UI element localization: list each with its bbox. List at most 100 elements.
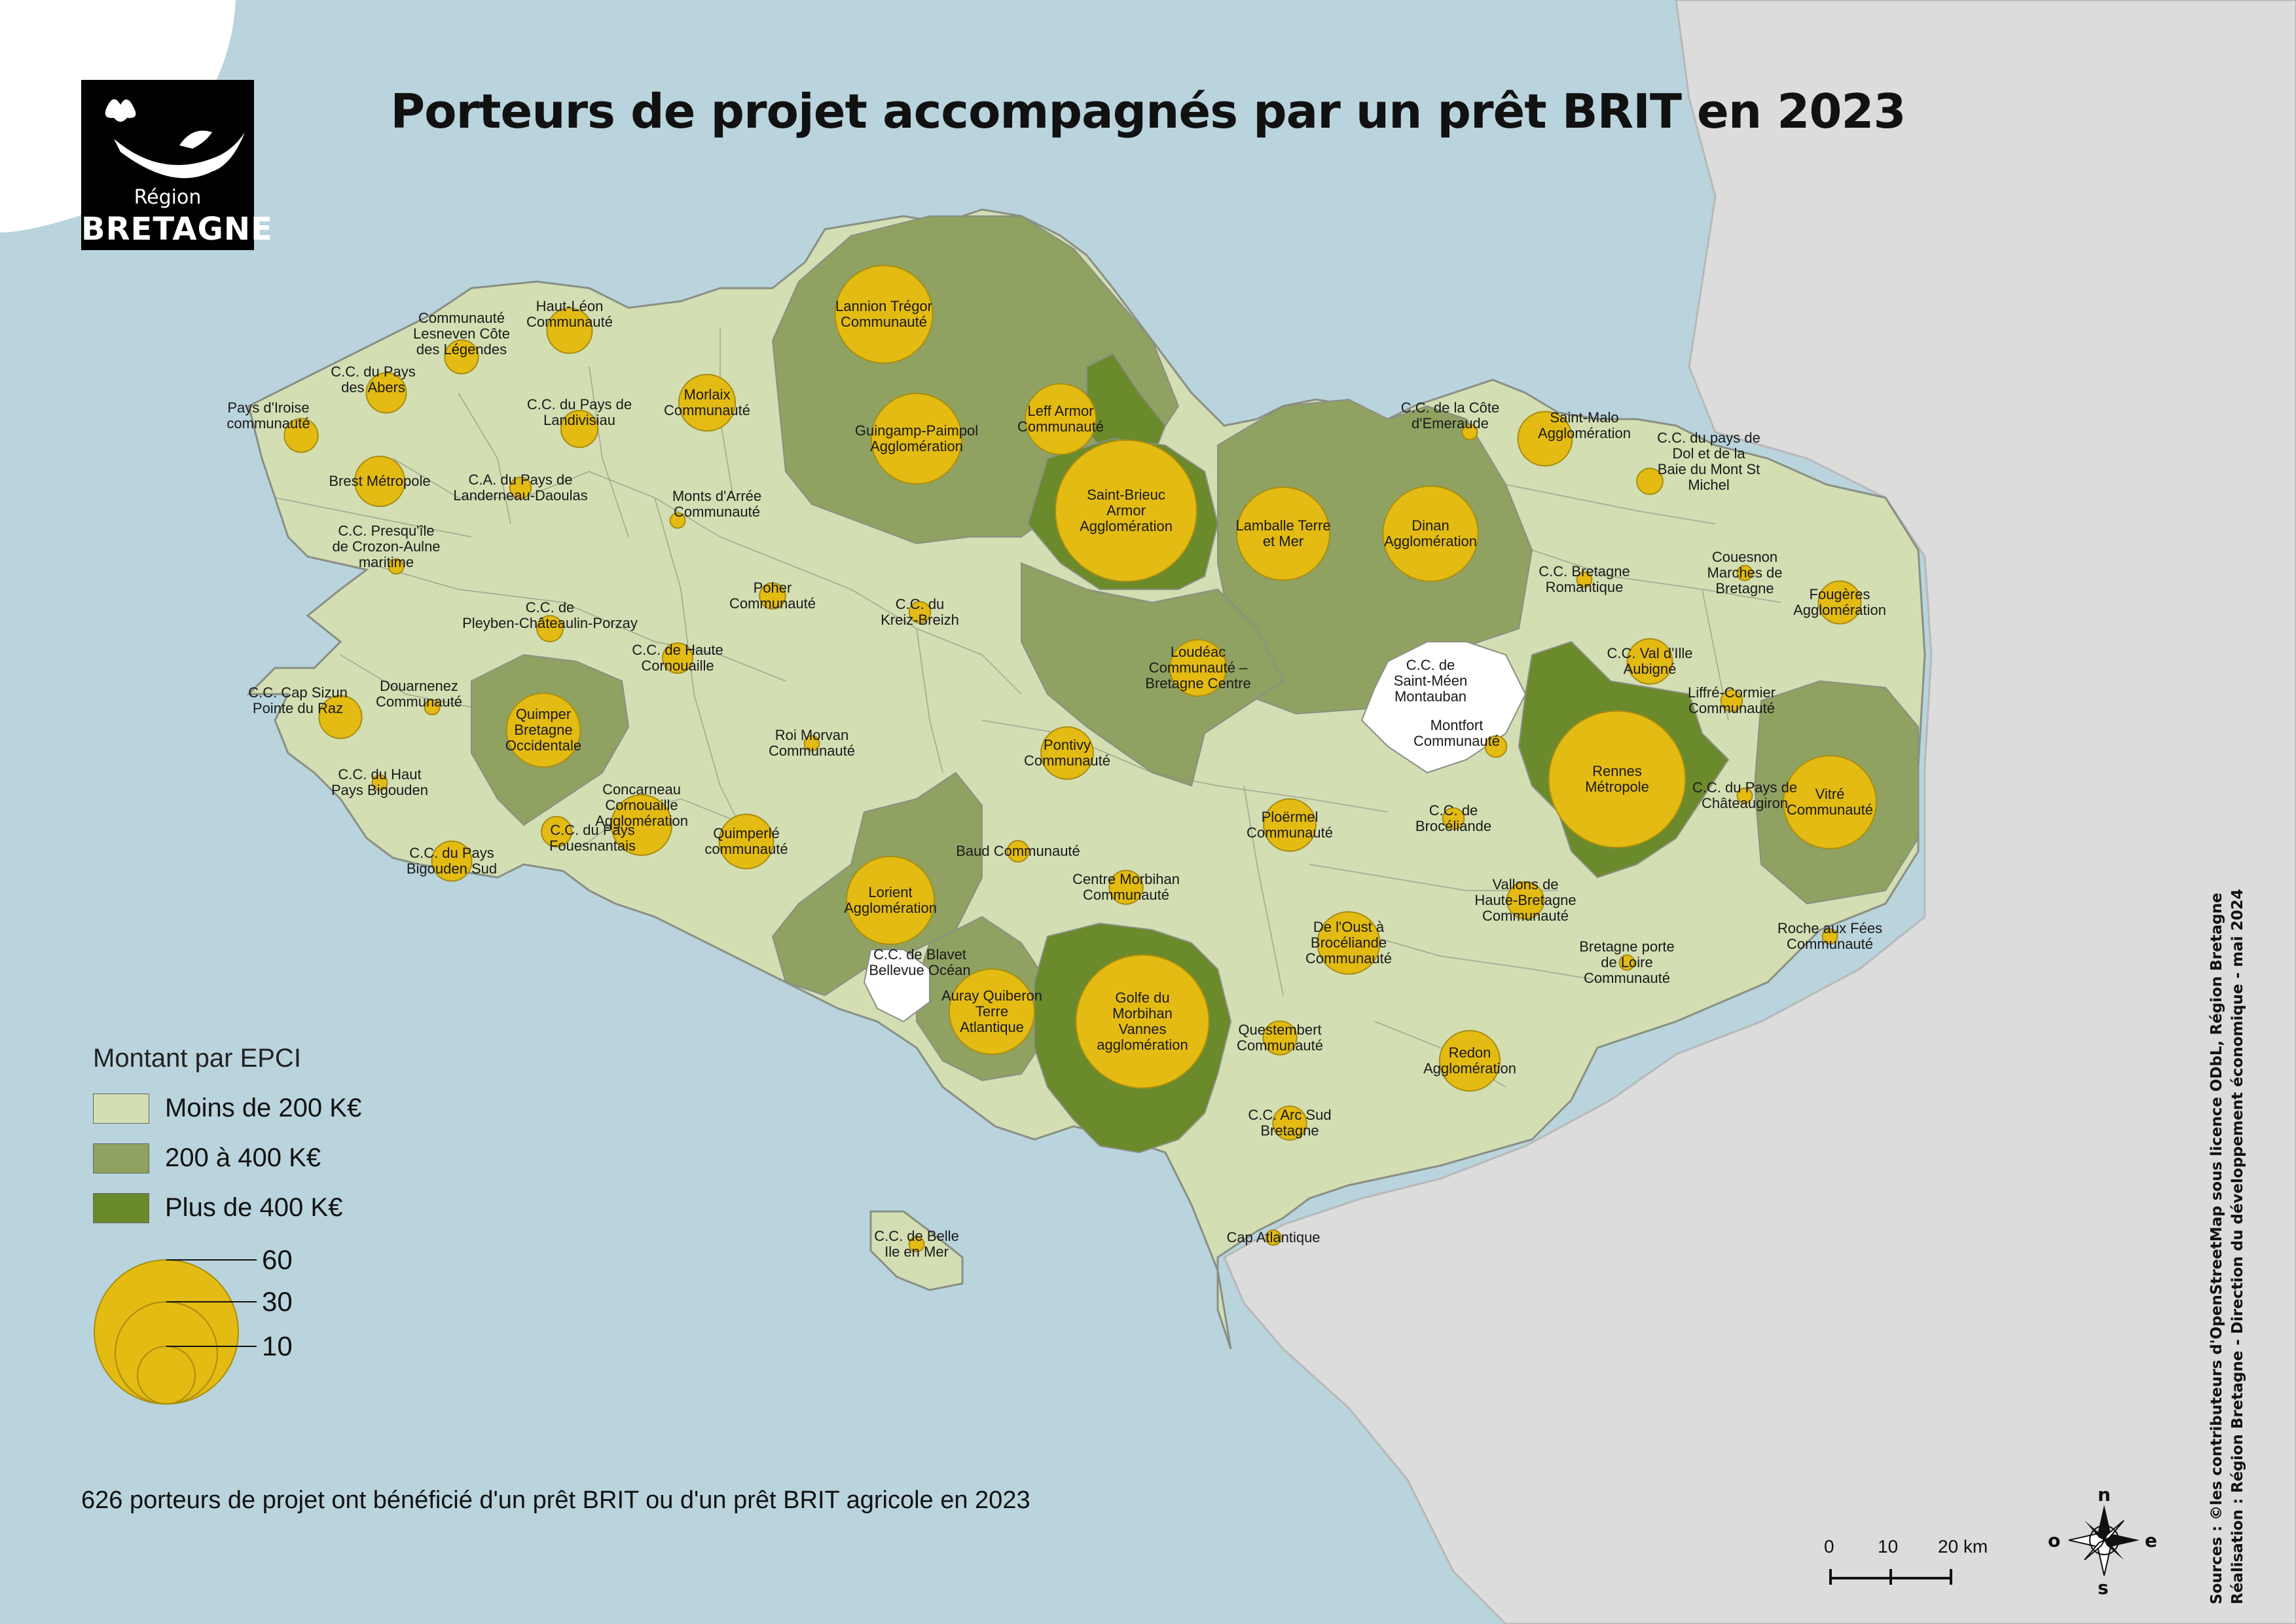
value-circle — [845, 855, 936, 946]
territory-label: Haut-Léon Communauté — [526, 298, 613, 330]
territory-label: Cap Atlantique — [1226, 1229, 1320, 1246]
territory-label-line: Landerneau-Daoulas — [453, 487, 588, 504]
territory-label: Pays d'Iroise communauté — [227, 399, 310, 432]
value-circle — [908, 1236, 925, 1253]
legend-swatch-mid — [93, 1143, 149, 1173]
territory-label: Poher Communauté — [729, 580, 816, 612]
territory-label-line: Couesnon — [1712, 549, 1777, 565]
territory-label-line: Loudéac — [1171, 644, 1226, 660]
territory-label-line: Concarneau — [602, 781, 681, 798]
territory-label-line: Pays Bigouden — [331, 782, 428, 798]
legend-label-mid: 200 à 400 K€ — [165, 1143, 321, 1172]
value-circle — [1169, 638, 1228, 697]
territory-label-line: Pays d'Iroise — [227, 399, 309, 416]
territory-label: Concarneau Cornouaille Agglomération — [595, 781, 688, 829]
territory-label-line: Montfort — [1430, 717, 1484, 733]
territory-label: Roche aux Fées Communauté — [1777, 920, 1882, 952]
territory-label: C.C. de Brocéliande — [1415, 802, 1491, 834]
territory-label-line: Landivisiau — [543, 412, 615, 428]
territory-label: Monts d'Arrée Communauté — [672, 488, 761, 520]
territory-label: C.C. de Saint-Méen Montauban — [1394, 657, 1468, 705]
sources-line-2: Réalisation : Région Bretagne - Directio… — [2229, 889, 2246, 1604]
territory-label-line: Leff Armor — [1027, 403, 1093, 419]
territory-label: Vitré Communauté — [1787, 786, 1873, 818]
territory-label-line: Brocéliande — [1311, 934, 1387, 951]
territory-label-line: Bretagne — [514, 722, 572, 738]
territory-label-line: Bellevue Océan — [869, 962, 970, 978]
territory-label: Guingamp-Paimpol Agglomération — [855, 422, 978, 454]
territory-label: Leff Armor Communauté — [1017, 403, 1104, 435]
territory-label-line: C.C. Cap Sizun — [248, 684, 348, 701]
hermine-icon — [105, 99, 245, 178]
territory-label: C.C. Cap Sizun Pointe du Raz — [248, 684, 348, 716]
territory-label: Auray Quiberon Terre Atlantique — [941, 987, 1042, 1035]
territory-label-line: Baud Communauté — [956, 843, 1080, 859]
territory-label-line: Communauté — [729, 595, 816, 612]
territory-label-line: Roi Morvan — [775, 727, 848, 743]
territory-label-line: C.C. du Pays de — [527, 396, 632, 413]
territory-label-line: Occidentale — [505, 737, 581, 754]
territory-label-line: Redon — [1449, 1044, 1491, 1061]
territory-label-line: Monts d'Arrée — [672, 488, 761, 504]
territory-label-line: C.C. du Haut — [338, 766, 421, 783]
territory-label-line: des Abers — [341, 379, 405, 396]
territory-label-line: Bretagne — [1260, 1122, 1319, 1139]
territory-label-line: Morlaix — [684, 386, 731, 403]
territory-label-line: Auray Quiberon — [941, 987, 1042, 1004]
territory-label: Bretagne porte de Loire Communauté — [1579, 938, 1675, 986]
legend-circle-60 — [94, 1259, 239, 1405]
value-circle — [509, 476, 532, 500]
logo-bretagne-text: BRETAGNE — [81, 211, 273, 248]
territory-label: Questembert Communauté — [1237, 1022, 1323, 1054]
value-circle — [505, 692, 581, 768]
territory-label-line: Agglomération — [1384, 533, 1477, 549]
territory-label: C.C. du Haut Pays Bigouden — [331, 766, 428, 798]
territory-label-line: C.C. de la Côte — [1401, 399, 1499, 416]
territory-label-line: Quimperlé — [713, 825, 779, 841]
value-circle — [1025, 383, 1097, 455]
value-circle — [662, 642, 693, 674]
value-circle — [908, 600, 932, 624]
territory-label-line: Kreiz-Breizh — [881, 612, 959, 628]
territory-label: Rennes Métropole — [1585, 763, 1649, 795]
value-circle — [1720, 689, 1743, 712]
territory-label-line: Communauté — [1787, 936, 1873, 952]
territory-label-line: Fouesnantais — [549, 838, 636, 854]
value-circle — [371, 774, 388, 791]
territory-label-line: C.C. de — [1429, 802, 1478, 819]
territory-label-line: Marches de — [1707, 564, 1783, 581]
territory-label: Saint-Brieuc Armor Agglomération — [1080, 487, 1173, 534]
territory-label-line: Communauté — [1237, 1037, 1323, 1054]
scale-label-20: 20 km — [1938, 1536, 1988, 1557]
territory-label-line: C.C. de — [1406, 657, 1455, 673]
territory-labels: Lannion Trégor CommunautéGuingamp-Paimpol… — [227, 298, 1886, 1260]
legend-size-30: 30 — [262, 1286, 293, 1317]
territory-label-line: Pleyben-Châteaulin-Porzay — [462, 615, 638, 631]
territory-label: Lamballe Terre et Mer — [1235, 517, 1330, 549]
territory-label-line: Lesneven Côte — [413, 325, 510, 342]
compass-north-label: n — [2098, 1484, 2111, 1505]
territory-label-line: Pontivy — [1044, 737, 1091, 753]
territory-label-line: Cornouaille — [605, 797, 678, 813]
territory-label-line: Communauté — [418, 310, 505, 326]
territory-label-line: Communauté — [526, 314, 613, 330]
territory-label-line: Communauté — [769, 743, 855, 759]
territory-label-line: Liffré-Cormier — [1688, 684, 1776, 701]
territory-label-line: maritime — [359, 554, 414, 570]
territory-label-line: C.C. du pays de — [1657, 430, 1760, 446]
value-circle — [424, 699, 441, 716]
territory-label-line: Agglomération — [595, 813, 688, 829]
territory-label-line: Communauté — [1083, 887, 1169, 903]
territory-label: Quimperlé communauté — [704, 825, 788, 857]
territory-label: C.C. de Pleyben-Châteaulin-Porzay — [462, 599, 638, 631]
legend-swatch-low — [93, 1094, 149, 1124]
territory-label-line: Vallons de — [1492, 876, 1558, 893]
value-circle — [718, 813, 774, 870]
territory-label-line: C.C. Bretagne — [1539, 563, 1630, 580]
territory-label: Redon Agglomération — [1423, 1044, 1516, 1077]
value-circle — [870, 392, 963, 485]
value-circle — [365, 372, 407, 414]
sources-credits: Sources : ©les contributeurs d'OpenStree… — [2206, 889, 2248, 1604]
territory-label-line: Communauté – — [1149, 659, 1248, 676]
